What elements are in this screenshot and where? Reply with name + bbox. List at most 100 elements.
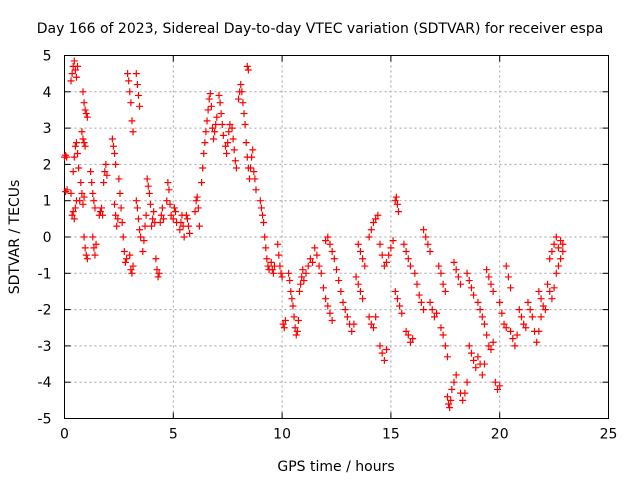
data-point (237, 81, 245, 89)
data-point (211, 128, 219, 136)
data-point (226, 120, 234, 128)
data-point (385, 251, 393, 259)
data-point (144, 182, 152, 190)
data-point (465, 342, 473, 350)
data-point (299, 266, 307, 274)
data-point (208, 124, 216, 132)
data-point (230, 146, 238, 154)
data-point (396, 302, 404, 310)
data-point (74, 62, 82, 70)
data-point (415, 291, 423, 299)
data-point (136, 226, 144, 234)
data-point (185, 222, 193, 230)
data-point (467, 284, 475, 292)
data-point (176, 226, 184, 234)
data-point (262, 244, 270, 252)
data-point (128, 269, 136, 277)
data-point (133, 81, 141, 89)
data-point (494, 385, 502, 393)
data-point (537, 295, 545, 303)
data-point (183, 215, 191, 223)
x-tick-labels: 0 5 10 15 20 25 (60, 427, 617, 443)
data-point (552, 233, 560, 241)
data-point (380, 262, 388, 270)
data-point (297, 280, 305, 288)
data-point (195, 222, 203, 230)
data-point (217, 110, 225, 118)
data-point (192, 197, 200, 205)
data-point (264, 262, 272, 270)
data-point (149, 215, 157, 223)
data-point (113, 222, 121, 230)
data-point (62, 151, 70, 159)
data-point (350, 320, 358, 328)
data-point (324, 302, 332, 310)
data-point (287, 287, 295, 295)
data-point (72, 139, 80, 147)
data-point (339, 298, 347, 306)
data-point (380, 356, 388, 364)
data-point (470, 356, 478, 364)
data-point (286, 277, 294, 285)
data-point (81, 142, 89, 150)
data-point (112, 211, 120, 219)
x-tick-label: 15 (382, 427, 400, 443)
y-axis-label: SDTVAR / TECUs (7, 180, 23, 295)
data-point (123, 255, 131, 263)
data-point (472, 364, 480, 372)
data-point (136, 102, 144, 110)
data-point (526, 306, 534, 314)
data-point (392, 193, 400, 201)
data-point (489, 338, 497, 346)
data-point (478, 371, 486, 379)
data-point (417, 298, 425, 306)
data-point (111, 150, 119, 158)
data-point (372, 215, 380, 223)
data-point (439, 280, 447, 288)
data-point (559, 248, 567, 256)
data-point (513, 331, 521, 339)
plot-frame (64, 55, 609, 419)
data-point (387, 244, 395, 252)
data-point (81, 244, 89, 252)
x-tick-label: 5 (169, 427, 178, 443)
data-point (71, 204, 79, 212)
data-point (114, 215, 122, 223)
data-point (118, 218, 126, 226)
data-point (489, 287, 497, 295)
data-point (459, 396, 467, 404)
data-point (119, 233, 127, 241)
data-point (126, 251, 134, 259)
data-point (82, 251, 90, 259)
data-point (404, 255, 412, 263)
data-point (474, 298, 482, 306)
data-point (79, 135, 87, 143)
data-point (252, 186, 260, 194)
data-point (276, 262, 284, 270)
data-point (263, 255, 271, 263)
data-point (443, 393, 451, 401)
data-point (511, 342, 519, 350)
data-point (337, 287, 345, 295)
data-point (393, 200, 401, 208)
data-point (90, 197, 98, 205)
data-point (328, 248, 336, 256)
data-point (158, 204, 166, 212)
data-point (441, 287, 449, 295)
data-point (101, 168, 109, 176)
data-point (120, 248, 128, 256)
data-point (128, 117, 136, 125)
data-point (437, 324, 445, 332)
data-point (478, 313, 486, 321)
data-point (80, 139, 88, 147)
data-point (125, 77, 133, 85)
data-point (278, 273, 286, 281)
data-point (324, 233, 332, 241)
data-point (194, 204, 202, 212)
data-point (391, 197, 399, 205)
data-point (326, 309, 334, 317)
data-point (352, 273, 360, 281)
data-point (322, 237, 330, 245)
data-point (548, 248, 556, 256)
data-point (82, 110, 90, 118)
